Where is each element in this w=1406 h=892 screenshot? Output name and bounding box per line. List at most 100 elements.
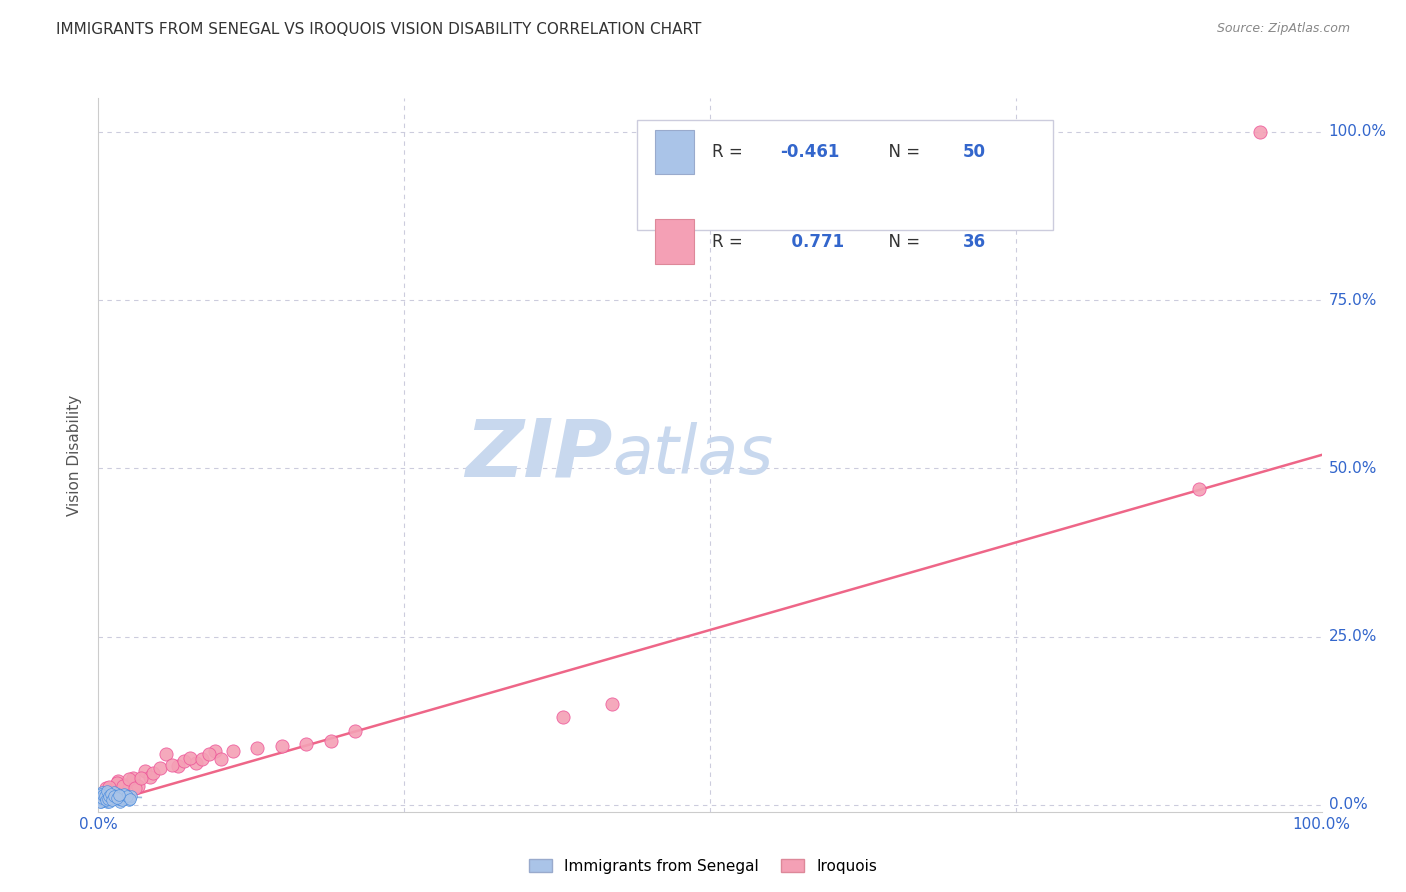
Point: [89, 795, 111, 809]
Legend: Immigrants from Senegal, Iroquois: Immigrants from Senegal, Iroquois: [523, 853, 883, 880]
Point: [319, 734, 342, 748]
Point: [98, 789, 121, 804]
Point: [103, 789, 125, 804]
Point: [114, 788, 136, 802]
Point: [167, 759, 190, 773]
Text: N =: N =: [877, 144, 925, 161]
Point: [104, 792, 127, 806]
Point: [118, 772, 141, 787]
Y-axis label: Vision Disability: Vision Disability: [67, 394, 83, 516]
Point: [120, 792, 142, 806]
Point: [100, 788, 122, 802]
Point: [101, 793, 124, 807]
Point: [139, 770, 162, 784]
Point: [111, 779, 134, 793]
Point: [204, 744, 226, 758]
Text: R =: R =: [713, 144, 748, 161]
Point: [107, 774, 129, 789]
Point: [120, 789, 142, 804]
Point: [98, 795, 121, 809]
Point: [100, 793, 122, 807]
Point: [97, 786, 120, 800]
Point: [110, 795, 132, 809]
Text: R =: R =: [713, 233, 748, 251]
Point: [295, 738, 318, 752]
Point: [108, 792, 131, 806]
Point: [1249, 125, 1271, 139]
Point: [114, 778, 136, 792]
Point: [191, 752, 214, 766]
Point: [93, 793, 115, 807]
Point: [91, 788, 114, 802]
Point: [118, 793, 141, 807]
Point: [107, 787, 129, 801]
Point: [222, 744, 245, 758]
Point: [155, 747, 177, 762]
Point: [96, 789, 118, 804]
Point: [129, 771, 152, 785]
Text: Source: ZipAtlas.com: Source: ZipAtlas.com: [1216, 22, 1350, 36]
Point: [134, 764, 156, 779]
Point: [89, 787, 111, 801]
Text: atlas: atlas: [612, 422, 773, 488]
Text: 50.0%: 50.0%: [1329, 461, 1376, 476]
Text: IMMIGRANTS FROM SENEGAL VS IROQUOIS VISION DISABILITY CORRELATION CHART: IMMIGRANTS FROM SENEGAL VS IROQUOIS VISI…: [56, 22, 702, 37]
Point: [91, 792, 114, 806]
Point: [103, 784, 125, 798]
Point: [209, 752, 232, 766]
Text: -0.461: -0.461: [780, 144, 839, 161]
Text: 50: 50: [963, 144, 986, 161]
Text: 0.0%: 0.0%: [1329, 797, 1368, 813]
Point: [186, 756, 208, 771]
Point: [246, 740, 269, 755]
Point: [90, 789, 112, 804]
Point: [121, 771, 143, 785]
Text: 25.0%: 25.0%: [1329, 629, 1376, 644]
Point: [101, 790, 124, 805]
Point: [100, 787, 122, 801]
Point: [96, 784, 118, 798]
Text: 100.0%: 100.0%: [1329, 124, 1386, 139]
Text: 36: 36: [963, 233, 987, 251]
Point: [112, 787, 135, 801]
Point: [160, 757, 183, 772]
FancyBboxPatch shape: [637, 120, 1053, 230]
Point: [127, 779, 149, 793]
Point: [96, 795, 118, 809]
Point: [344, 723, 367, 738]
Point: [91, 791, 114, 805]
Text: N =: N =: [877, 233, 925, 251]
Text: ZIP: ZIP: [465, 416, 612, 494]
Point: [124, 781, 146, 796]
Point: [105, 790, 128, 805]
Point: [91, 784, 114, 798]
Point: [111, 793, 134, 807]
Point: [98, 789, 121, 803]
Point: [270, 739, 294, 753]
Point: [115, 789, 138, 804]
Point: [94, 792, 117, 806]
Point: [173, 754, 195, 768]
Point: [1188, 482, 1211, 496]
Bar: [655, 130, 695, 175]
Point: [197, 747, 219, 762]
Point: [91, 789, 114, 804]
Point: [94, 781, 117, 796]
Point: [90, 795, 112, 809]
Point: [94, 788, 117, 802]
Point: [111, 790, 134, 805]
Bar: [655, 219, 695, 264]
Point: [108, 788, 131, 802]
Point: [101, 783, 124, 797]
Text: 0.771: 0.771: [780, 233, 844, 251]
Point: [105, 776, 128, 790]
Point: [105, 789, 128, 804]
Point: [149, 761, 172, 775]
Point: [101, 789, 124, 804]
Point: [142, 765, 165, 780]
Point: [600, 697, 623, 711]
Point: [93, 789, 115, 804]
Point: [98, 780, 121, 794]
Text: 75.0%: 75.0%: [1329, 293, 1376, 308]
Point: [91, 793, 114, 807]
